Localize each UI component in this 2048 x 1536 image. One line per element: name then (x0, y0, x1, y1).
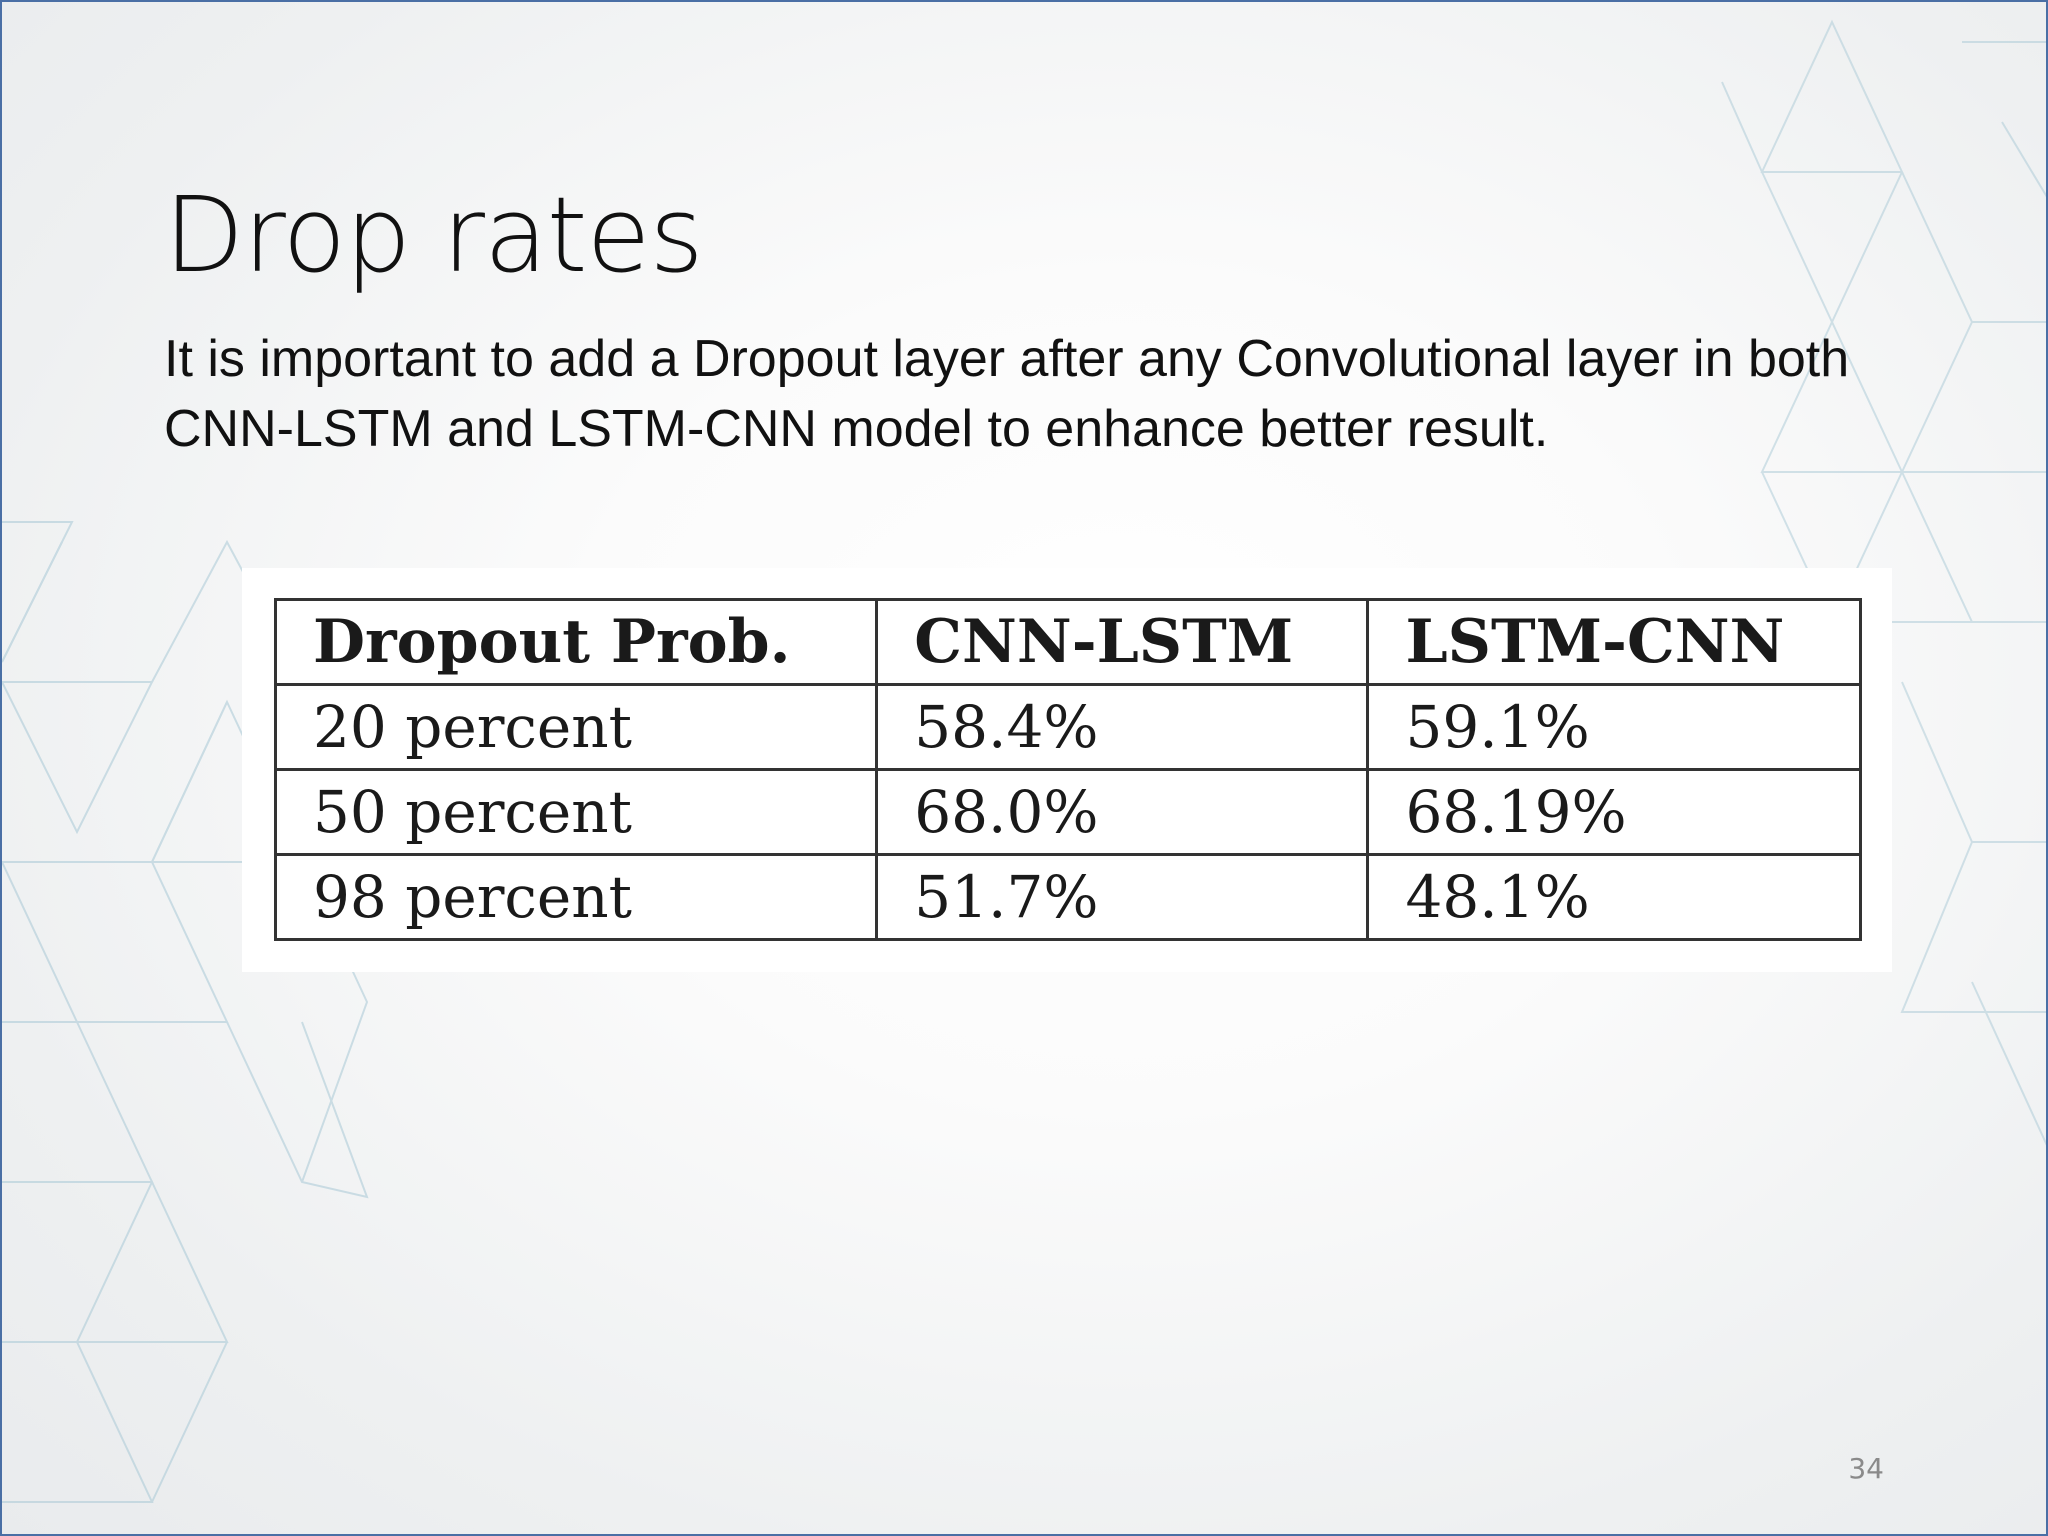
header-dropout-prob: Dropout Prob. (273, 598, 879, 686)
header-cnn-lstm: CNN-LSTM (875, 598, 1370, 686)
cell-cnn-lstm: 51.7% (875, 853, 1370, 941)
page-number: 34 (1848, 1452, 1884, 1485)
cell-dropout-prob: 20 percent (273, 683, 879, 771)
table-row: 20 percent 58.4% 59.1% (273, 683, 1862, 771)
cell-lstm-cnn: 48.1% (1366, 853, 1862, 941)
header-lstm-cnn: LSTM-CNN (1366, 598, 1862, 686)
cell-lstm-cnn: 59.1% (1366, 683, 1862, 771)
dropout-table-image: Dropout Prob. CNN-LSTM LSTM-CNN 20 perce… (242, 568, 1892, 972)
slide-title: Drop rates (164, 174, 704, 296)
dropout-results-table: Dropout Prob. CNN-LSTM LSTM-CNN 20 perce… (273, 598, 1862, 941)
table-header-row: Dropout Prob. CNN-LSTM LSTM-CNN (273, 598, 1862, 686)
cell-dropout-prob: 50 percent (273, 768, 879, 856)
cell-cnn-lstm: 68.0% (875, 768, 1370, 856)
cell-dropout-prob: 98 percent (273, 853, 879, 941)
table-row: 50 percent 68.0% 68.19% (273, 768, 1862, 856)
cell-lstm-cnn: 68.19% (1366, 768, 1862, 856)
table-row: 98 percent 51.7% 48.1% (273, 853, 1862, 941)
cell-cnn-lstm: 58.4% (875, 683, 1370, 771)
slide-body-text: It is important to add a Dropout layer a… (164, 330, 1850, 458)
